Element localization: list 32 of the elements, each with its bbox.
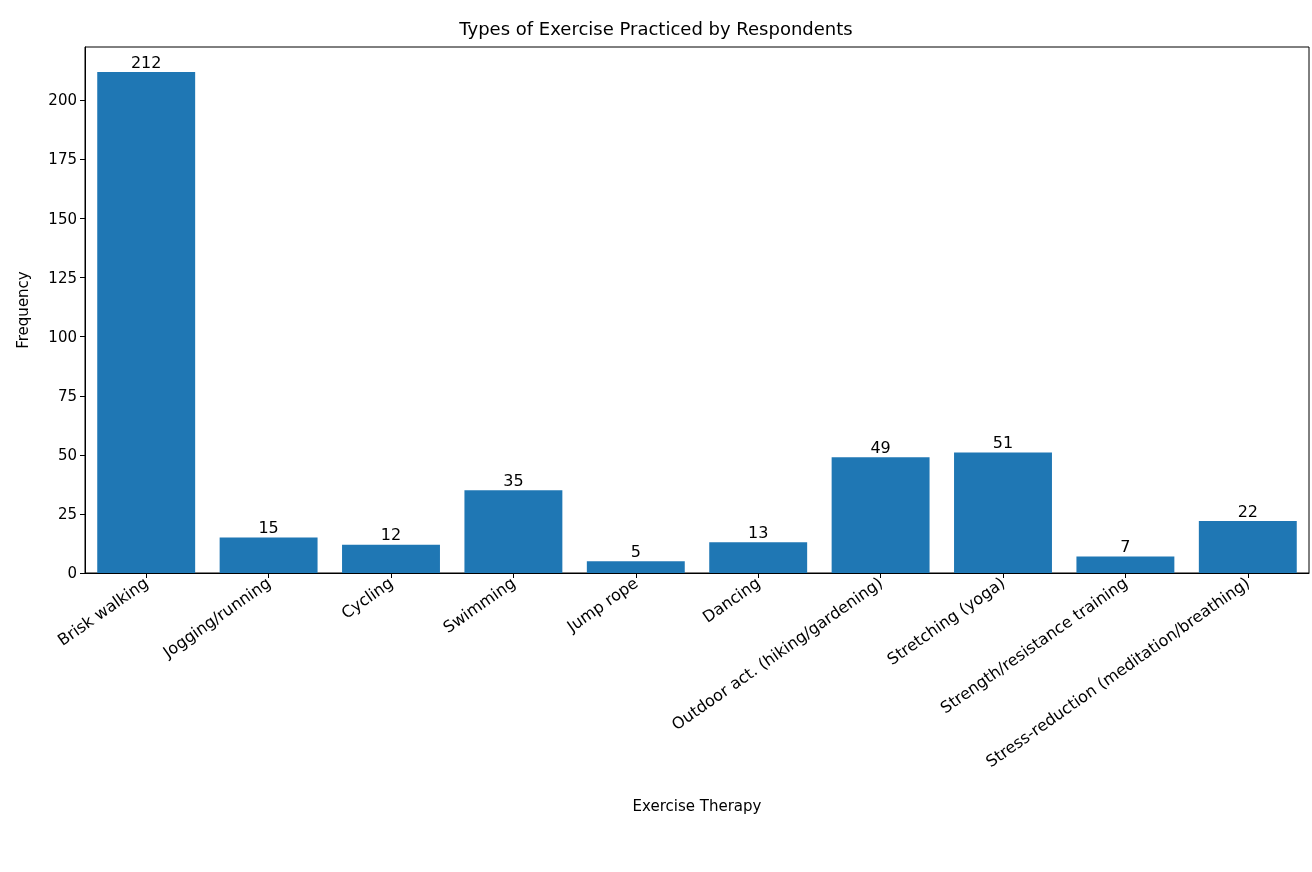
data-label: 13 bbox=[748, 522, 769, 542]
bar bbox=[342, 544, 440, 573]
data-label: 15 bbox=[258, 518, 279, 538]
y-tick-label: 75 bbox=[57, 386, 77, 405]
chart-title: Types of Exercise Practiced by Respondents bbox=[458, 17, 853, 39]
y-tick-label: 50 bbox=[57, 445, 77, 464]
bar bbox=[954, 452, 1052, 573]
bar bbox=[219, 537, 318, 573]
y-tick-label: 150 bbox=[48, 209, 77, 228]
bar bbox=[586, 561, 685, 573]
data-label: 212 bbox=[130, 52, 162, 72]
x-axis-title: Exercise Therapy bbox=[632, 796, 762, 815]
bar bbox=[1198, 521, 1297, 573]
y-tick-label: 0 bbox=[67, 564, 77, 582]
y-tick-label: 100 bbox=[48, 327, 77, 346]
y-tick-label: 175 bbox=[48, 150, 77, 169]
data-label: 35 bbox=[503, 470, 524, 490]
bar bbox=[97, 72, 196, 573]
data-label: 22 bbox=[1237, 501, 1258, 521]
y-tick-label: 125 bbox=[48, 268, 77, 287]
y-tick-label: 200 bbox=[48, 91, 77, 110]
data-label: 5 bbox=[630, 541, 641, 561]
data-label: 7 bbox=[1120, 536, 1131, 556]
data-label: 51 bbox=[992, 432, 1014, 452]
y-tick-label: 25 bbox=[57, 504, 77, 523]
data-label: 49 bbox=[870, 437, 891, 457]
bar bbox=[831, 457, 930, 573]
bar bbox=[1076, 556, 1175, 573]
y-axis-title: Frequency bbox=[13, 271, 32, 349]
data-label: 12 bbox=[380, 525, 402, 545]
bar bbox=[709, 542, 808, 573]
bar bbox=[464, 490, 563, 573]
